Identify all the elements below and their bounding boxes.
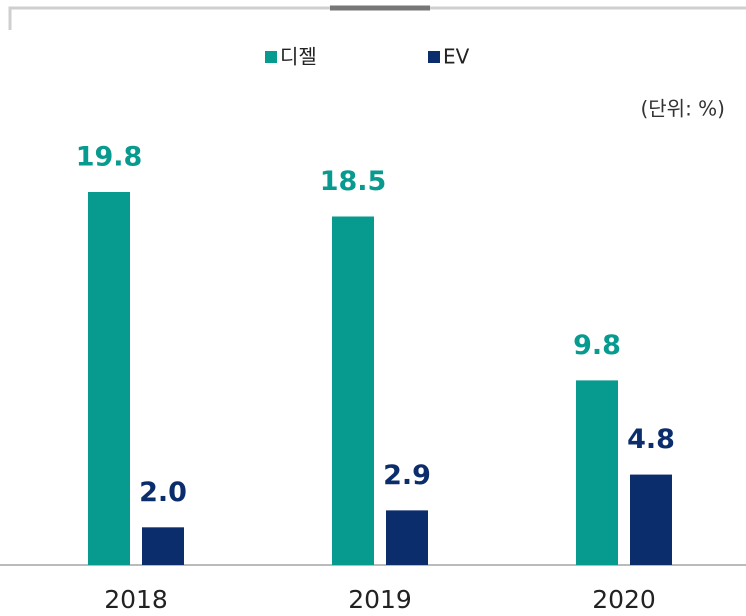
- value-label: 2.0: [139, 477, 187, 508]
- bar: [88, 192, 130, 565]
- bar: [386, 510, 428, 565]
- bar: [630, 474, 672, 565]
- legend-label: 디젤: [280, 45, 317, 69]
- legend-swatch: [428, 51, 440, 63]
- value-label: 9.8: [573, 330, 621, 361]
- value-label: 18.5: [320, 166, 387, 197]
- bar: [332, 216, 374, 565]
- bar: [142, 527, 184, 565]
- value-label: 2.9: [383, 460, 431, 491]
- legend-swatch: [265, 51, 277, 63]
- value-label: 4.8: [627, 424, 675, 455]
- value-label: 19.8: [76, 142, 143, 173]
- legend-label: EV: [443, 45, 470, 69]
- x-tick-label: 2019: [348, 585, 412, 614]
- unit-note: (단위: %): [640, 97, 725, 121]
- frame: [8, 6, 746, 30]
- bar: [576, 380, 618, 565]
- x-tick-label: 2018: [104, 585, 168, 614]
- x-tick-label: 2020: [592, 585, 656, 614]
